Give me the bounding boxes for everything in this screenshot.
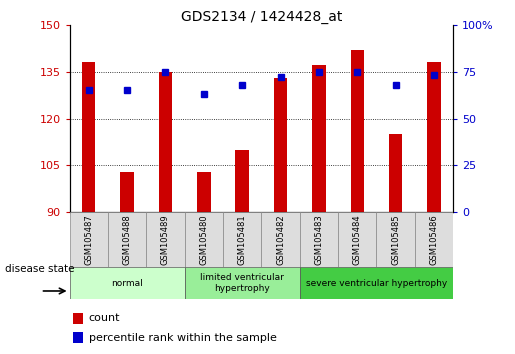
Bar — [235, 150, 249, 212]
Bar — [197, 172, 211, 212]
Text: GSM105484: GSM105484 — [353, 215, 362, 265]
Text: GSM105487: GSM105487 — [84, 215, 93, 265]
Bar — [159, 72, 172, 212]
Bar — [415, 212, 453, 267]
Bar — [376, 212, 415, 267]
Text: disease state: disease state — [5, 264, 75, 274]
Bar — [73, 332, 83, 343]
Text: GSM105485: GSM105485 — [391, 215, 400, 265]
Text: normal: normal — [111, 279, 143, 288]
Bar — [300, 267, 453, 299]
Bar — [184, 267, 300, 299]
Text: GSM105488: GSM105488 — [123, 215, 131, 265]
Text: GSM105482: GSM105482 — [276, 215, 285, 265]
Text: GSM105481: GSM105481 — [238, 215, 247, 265]
Bar — [389, 134, 402, 212]
Text: limited ventricular
hypertrophy: limited ventricular hypertrophy — [200, 274, 284, 293]
Bar — [427, 62, 441, 212]
Text: count: count — [89, 313, 120, 323]
Bar — [312, 65, 325, 212]
Bar — [300, 212, 338, 267]
Text: GSM105483: GSM105483 — [315, 215, 323, 265]
Bar — [108, 212, 146, 267]
Text: GSM105486: GSM105486 — [430, 215, 438, 265]
Bar — [121, 172, 134, 212]
Bar — [351, 50, 364, 212]
Text: percentile rank within the sample: percentile rank within the sample — [89, 332, 277, 343]
Bar — [184, 212, 223, 267]
Bar — [223, 212, 261, 267]
Text: GSM105480: GSM105480 — [199, 215, 208, 265]
Text: GSM105489: GSM105489 — [161, 215, 170, 265]
Bar — [70, 267, 184, 299]
Title: GDS2134 / 1424428_at: GDS2134 / 1424428_at — [181, 10, 342, 24]
Bar — [70, 212, 108, 267]
Bar — [82, 62, 95, 212]
Bar — [274, 78, 287, 212]
Bar — [261, 212, 300, 267]
Text: severe ventricular hypertrophy: severe ventricular hypertrophy — [306, 279, 447, 288]
Bar — [338, 212, 376, 267]
Bar — [146, 212, 184, 267]
Bar — [73, 313, 83, 324]
